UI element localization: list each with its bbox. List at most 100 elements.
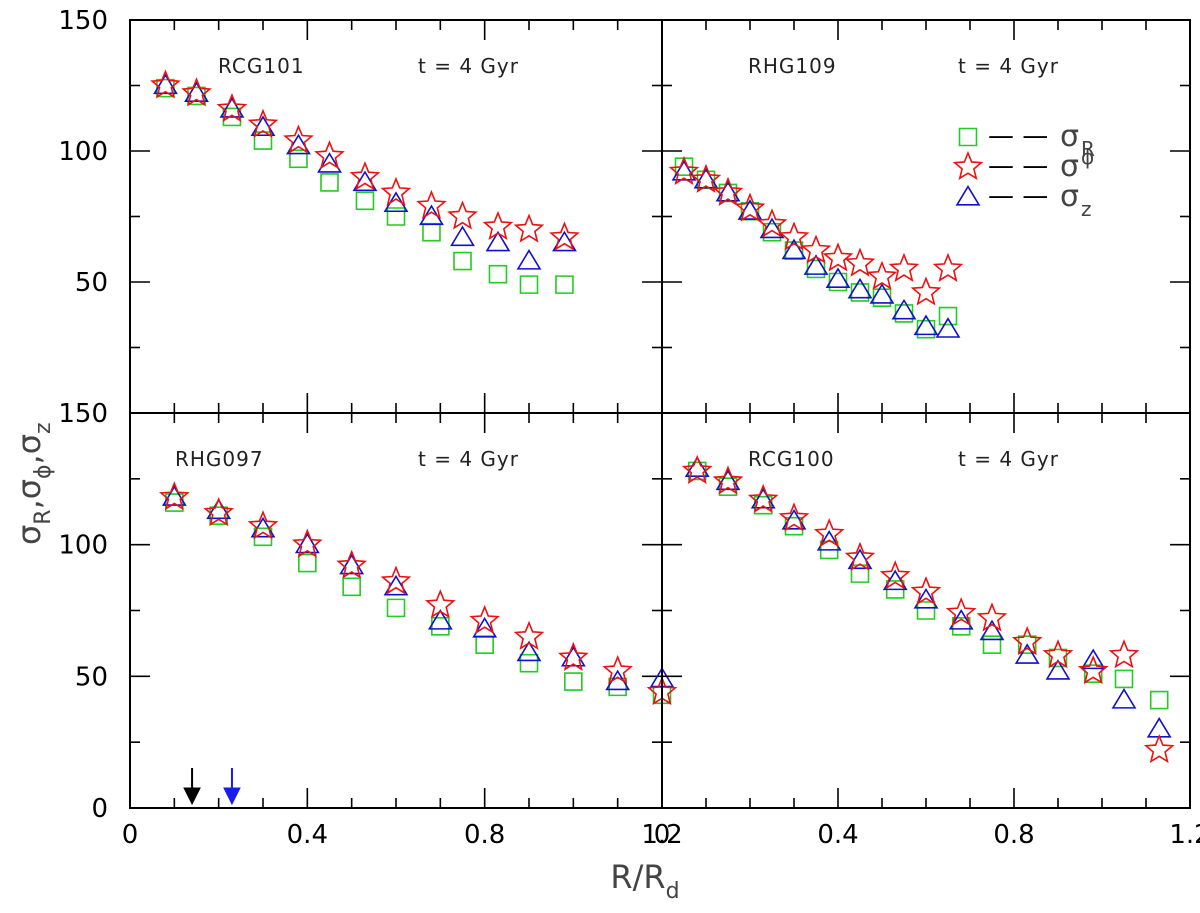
- x-axis-title: R/Rd: [610, 858, 679, 904]
- panel-rcg101: 50 100 150 RCG101 t = 4 Gyr: [58, 6, 663, 414]
- point-sigma-R: [253, 527, 273, 547]
- point-sigma-phi: [247, 510, 279, 540]
- point-sigma-phi: [945, 596, 977, 627]
- point-sigma-R: [386, 598, 406, 618]
- panel-time: t = 4 Gyr: [418, 447, 519, 471]
- point-sigma-z: [472, 616, 498, 638]
- point-sigma-R: [519, 275, 539, 294]
- point-sigma-phi: [482, 210, 514, 241]
- y-axis-title: σR,σϕ,σz: [10, 422, 56, 545]
- point-sigma-phi: [291, 528, 323, 558]
- panel-rhg109: RHG109 t = 4 Gyr: [661, 19, 1191, 414]
- y-tick-label: 0: [91, 794, 108, 824]
- panel-time: t = 4 Gyr: [418, 54, 519, 78]
- point-sigma-z: [286, 133, 311, 155]
- point-sigma-phi: [1108, 639, 1140, 669]
- legend-dash: — —: [988, 121, 1048, 151]
- point-sigma-phi: [549, 221, 580, 251]
- y-axis-title-subscript: z: [31, 422, 56, 434]
- point-sigma-z: [803, 254, 829, 275]
- point-sigma-z: [891, 298, 917, 320]
- panel-title: RCG100: [748, 447, 835, 471]
- panel-title: RCG101: [218, 54, 305, 78]
- point-sigma-R: [885, 580, 905, 599]
- point-sigma-phi: [712, 465, 744, 495]
- point-sigma-phi: [910, 575, 942, 606]
- point-sigma-phi: [800, 234, 832, 264]
- panel-rcg100: 0 0.4 0.8 1.2 RCG100 t = 4 Gyr: [654, 412, 1200, 850]
- x-axis-title-subscript: d: [666, 879, 680, 904]
- point-sigma-phi: [513, 213, 545, 243]
- point-sigma-R: [1149, 690, 1169, 710]
- arrow-head: [183, 787, 201, 806]
- x-tick-label: 0: [122, 820, 139, 850]
- point-sigma-phi: [1143, 733, 1175, 764]
- point-sigma-R: [982, 635, 1002, 655]
- point-sigma-phi: [668, 155, 700, 186]
- point-sigma-phi: [424, 589, 456, 619]
- point-sigma-R: [488, 264, 508, 284]
- y-tick-label: 150: [58, 399, 108, 429]
- point-sigma-phi: [778, 221, 810, 251]
- point-sigma-R: [564, 672, 583, 691]
- point-sigma-z: [715, 469, 741, 491]
- point-sigma-z: [485, 230, 511, 252]
- x-tick-label: 0.8: [993, 820, 1034, 850]
- y-tick-label: 150: [58, 6, 108, 36]
- point-sigma-phi: [910, 276, 942, 306]
- point-sigma-z: [516, 640, 542, 662]
- point-sigma-z: [882, 569, 908, 591]
- point-sigma-phi: [1042, 639, 1074, 669]
- point-sigma-phi: [469, 604, 501, 635]
- point-sigma-phi: [513, 620, 545, 650]
- point-sigma-z: [339, 553, 365, 575]
- legend-subscript: z: [1081, 197, 1092, 221]
- legend-marker-sigma-phi: [952, 150, 984, 181]
- point-sigma-phi: [844, 541, 876, 571]
- point-sigma-phi: [380, 565, 412, 595]
- point-sigma-phi: [557, 641, 589, 671]
- point-sigma-z: [816, 530, 842, 551]
- y-axis-title-part: σ: [10, 479, 48, 499]
- point-sigma-z: [450, 225, 475, 247]
- y-axis-title-subscript: R: [31, 509, 56, 524]
- point-sigma-z: [847, 277, 873, 299]
- y-axis-title-part: ,: [10, 454, 48, 464]
- point-sigma-R: [355, 191, 375, 211]
- y-axis-title-subscript: ϕ: [31, 464, 56, 479]
- point-sigma-z: [153, 73, 178, 95]
- point-sigma-z: [781, 238, 807, 260]
- point-sigma-phi: [416, 189, 447, 220]
- panel-frame: [661, 412, 1191, 809]
- point-sigma-z: [427, 609, 453, 630]
- point-sigma-z: [913, 587, 939, 609]
- point-sigma-R: [555, 275, 574, 294]
- point-sigma-z: [516, 249, 542, 270]
- point-sigma-z: [352, 170, 378, 192]
- point-sigma-z: [948, 609, 974, 630]
- point-sigma-phi: [158, 481, 190, 511]
- point-sigma-phi: [247, 108, 279, 138]
- point-sigma-z: [979, 619, 1005, 641]
- legend: — — σ R— — σ ϕ— — σ z: [952, 119, 1095, 221]
- point-sigma-z: [693, 167, 719, 189]
- point-sigma-z: [1111, 688, 1137, 709]
- point-sigma-z: [1080, 648, 1106, 670]
- point-sigma-z: [206, 498, 232, 520]
- point-sigma-R: [453, 251, 472, 271]
- point-sigma-R: [342, 577, 361, 597]
- panel-time: t = 4 Gyr: [958, 54, 1059, 78]
- x-tick-label: 0.4: [287, 820, 328, 850]
- point-sigma-z: [671, 159, 697, 181]
- point-sigma-z: [935, 317, 961, 338]
- point-sigma-phi: [976, 602, 1008, 632]
- point-sigma-R: [475, 635, 494, 655]
- x-tick-label: 0: [654, 820, 671, 850]
- point-sigma-phi: [690, 163, 722, 193]
- point-sigma-z: [869, 283, 895, 304]
- point-sigma-phi: [314, 140, 345, 170]
- y-tick-label: 100: [58, 137, 108, 167]
